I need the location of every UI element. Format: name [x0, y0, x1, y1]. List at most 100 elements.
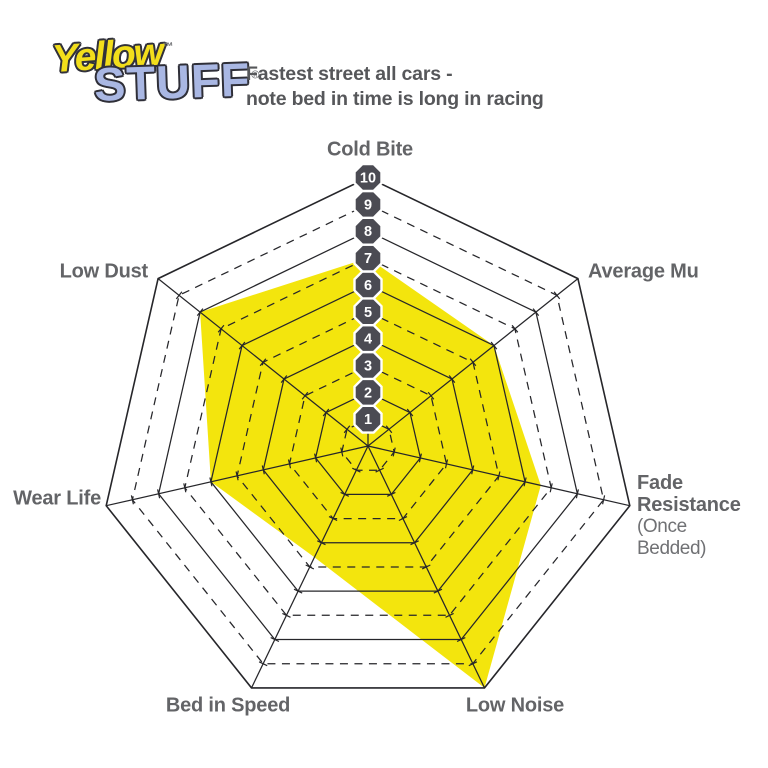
axis-tick — [456, 637, 466, 643]
scale-badge-1 — [353, 404, 383, 434]
axis-tick — [575, 489, 579, 499]
axis-tick — [602, 495, 606, 505]
scale-badge-number-6: 6 — [364, 278, 372, 294]
axis-tick — [259, 358, 267, 367]
scale-badge-2 — [353, 377, 383, 407]
axis-tick — [469, 358, 477, 367]
axis-tick — [490, 341, 498, 350]
scale-badge-10 — [353, 162, 383, 193]
axis-tick — [209, 477, 213, 487]
axis-label-fade-resistance-main: Fade Resistance — [637, 472, 741, 516]
scale-badge-number-8: 8 — [364, 224, 372, 240]
axis-tick — [406, 408, 414, 417]
scale-badge-number-5: 5 — [364, 305, 372, 321]
axis-tick — [471, 465, 475, 475]
grid-ring-3 — [288, 364, 448, 520]
axis-tick — [322, 408, 330, 417]
axis-label-fade-resistance-sub: (Once Bedded) — [637, 516, 707, 559]
series-polygon — [200, 258, 541, 688]
axis-label-fade-resistance: Fade Resistance (Once Bedded) — [637, 472, 753, 559]
axis-tick — [305, 564, 315, 570]
axis-tick — [261, 465, 265, 475]
grid-ring-9 — [131, 203, 605, 665]
grid-ring-10 — [105, 176, 631, 689]
caption-line-1: Fastest street all cars - — [246, 63, 453, 85]
axis-label-low-dust: Low Dust — [59, 260, 149, 283]
axis-tick — [270, 637, 280, 643]
axis-tick — [532, 308, 540, 316]
scale-badge-5 — [353, 297, 383, 327]
axis-tick — [523, 477, 527, 487]
scale-badge-number-4: 4 — [364, 332, 372, 348]
axis-tick — [427, 391, 435, 400]
axis-tick — [196, 308, 204, 316]
axis-tick — [421, 564, 431, 570]
axis-tick — [314, 453, 318, 463]
axis-tick — [175, 291, 183, 300]
axis-tick — [293, 588, 303, 594]
axis-tick — [217, 324, 225, 333]
axis-tick — [433, 588, 443, 594]
grid-ring-8 — [157, 230, 579, 641]
scale-badge-3 — [353, 350, 383, 381]
axis-tick — [235, 471, 239, 481]
scale-badge-7 — [353, 243, 383, 273]
axis-tick — [317, 540, 326, 546]
axis-tick — [287, 459, 292, 469]
scale-badge-number-9: 9 — [364, 197, 372, 213]
axis-tick — [444, 459, 449, 469]
scale-badge-9 — [353, 189, 383, 220]
axis-tick — [386, 491, 396, 497]
grid-ring-1 — [341, 418, 395, 471]
axis-tick — [157, 489, 161, 499]
axis-tick — [343, 425, 351, 434]
axis-tick — [238, 341, 246, 350]
axis-tick — [468, 661, 478, 667]
scale-badge-6 — [353, 270, 383, 300]
grid-ring-6 — [210, 284, 526, 592]
grid-ring-2 — [314, 391, 422, 496]
axis-tick — [328, 516, 338, 522]
scale-badges: 1 2 3 4 5 6 7 8 9 10 — [353, 162, 383, 434]
axis-tick — [553, 291, 561, 300]
grid-rings — [105, 176, 631, 689]
axis-tick — [385, 425, 393, 434]
grid-ring-4 — [262, 337, 474, 544]
axis-label-wear-life: Wear Life — [13, 487, 101, 510]
grid-ring-5 — [236, 311, 500, 568]
scale-badge-number-7: 7 — [364, 251, 372, 267]
axis-tick — [549, 483, 553, 493]
axis-label-cold-bite: Cold Bite — [327, 138, 413, 161]
axis-tick — [340, 491, 350, 497]
scale-badge-number-2: 2 — [364, 385, 372, 401]
axis-label-low-noise: Low Noise — [465, 694, 565, 717]
scale-badge-number-3: 3 — [364, 358, 372, 374]
axis-tick — [448, 375, 456, 383]
caption-line-2: note bed in time is long in racing — [246, 88, 544, 110]
axis-tick — [280, 375, 288, 383]
chart-caption: Fastest street all cars - note bed in ti… — [246, 62, 544, 112]
axis-tick — [301, 391, 309, 400]
scale-badge-4 — [353, 323, 383, 354]
axis-tick — [511, 324, 519, 333]
axis-tick — [392, 447, 396, 457]
axis-tick — [398, 516, 408, 522]
axis-tick — [445, 612, 454, 618]
scale-badge-number-1: 1 — [364, 412, 372, 428]
axis-tick — [410, 540, 419, 546]
axis-tick — [282, 612, 291, 618]
axis-tick — [340, 447, 344, 457]
axis-tick — [183, 483, 187, 493]
grid-ring-7 — [184, 257, 552, 616]
scale-badge-number-10: 10 — [360, 171, 376, 187]
scale-badge-8 — [353, 216, 383, 246]
axis-tick — [130, 495, 134, 505]
axis-tick — [258, 661, 268, 667]
axis-label-average-mu: Average Mu — [588, 260, 699, 283]
axis-tick — [497, 471, 501, 481]
axis-tick — [418, 453, 422, 463]
axis-tick — [375, 467, 384, 473]
axis-tick — [352, 467, 361, 473]
